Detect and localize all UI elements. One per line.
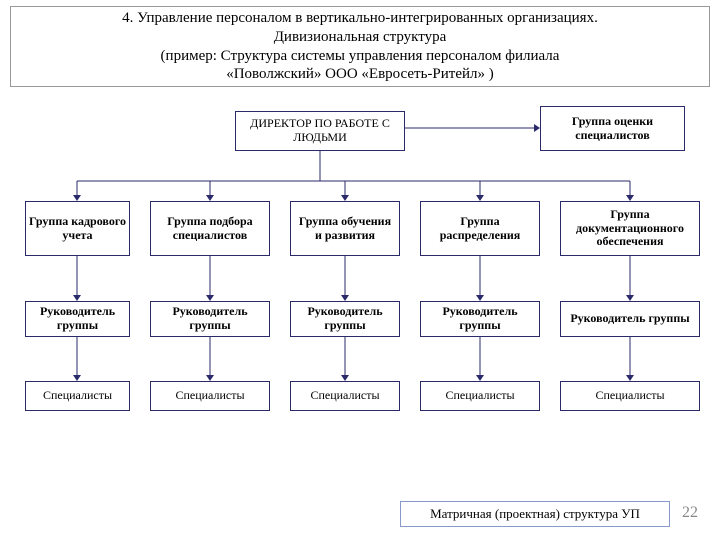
- node-g3: Группа обучения и развития: [290, 201, 400, 256]
- node-g5: Группа документационного обеспечения: [560, 201, 700, 256]
- node-s3: Специалисты: [290, 381, 400, 411]
- node-r4: Руководитель группы: [420, 301, 540, 337]
- slide-title: 4. Управление персоналом в вертикально-и…: [10, 6, 710, 87]
- node-g1: Группа кадрового учета: [25, 201, 130, 256]
- page-number: 22: [682, 504, 698, 522]
- node-s2: Специалисты: [150, 381, 270, 411]
- node-s4: Специалисты: [420, 381, 540, 411]
- node-r3: Руководитель группы: [290, 301, 400, 337]
- node-r1: Руководитель группы: [25, 301, 130, 337]
- node-s1: Специалисты: [25, 381, 130, 411]
- node-g4: Группа распределения: [420, 201, 540, 256]
- node-r5: Руководитель группы: [560, 301, 700, 337]
- node-g2: Группа подбора специалистов: [150, 201, 270, 256]
- title-line-2: Дивизиональная структура: [274, 29, 447, 45]
- title-line-4: «Поволжский» ООО «Евросеть-Ритейл» ): [226, 66, 494, 82]
- node-director: ДИРЕКТОР ПО РАБОТЕ С ЛЮДЬМИ: [235, 111, 405, 151]
- node-r2: Руководитель группы: [150, 301, 270, 337]
- title-line-1: 4. Управление персоналом в вертикально-и…: [122, 10, 598, 26]
- org-chart: ДИРЕКТОР ПО РАБОТЕ С ЛЮДЬМИ Группа оценки…: [10, 91, 710, 451]
- next-topic-link[interactable]: Матричная (проектная) структура УП: [400, 501, 670, 527]
- node-s5: Специалисты: [560, 381, 700, 411]
- title-line-3: (пример: Структура системы управления пе…: [161, 48, 560, 64]
- node-eval_group: Группа оценки специалистов: [540, 106, 685, 151]
